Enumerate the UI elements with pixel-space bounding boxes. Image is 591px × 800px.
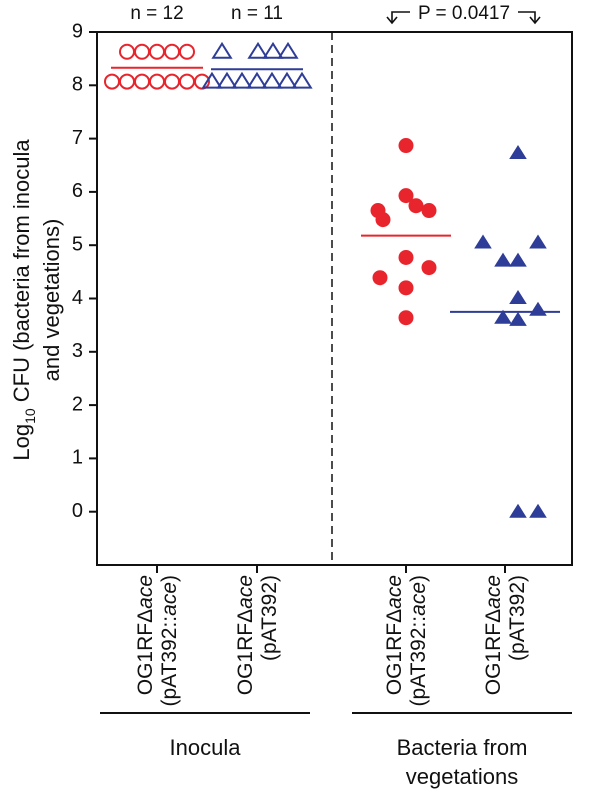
x-tick-label: OG1RFΔace(pAT392::ace) <box>134 575 181 707</box>
point <box>276 71 298 89</box>
plot-frame <box>96 31 573 566</box>
point <box>398 310 414 326</box>
point <box>277 41 299 59</box>
point <box>421 203 437 219</box>
point <box>509 289 527 304</box>
y-axis-label: Log10 CFU (bacteria from inocula <box>9 139 38 461</box>
y-tick-label: 8 <box>72 74 83 96</box>
point <box>119 43 135 60</box>
point <box>134 73 150 90</box>
point <box>398 249 414 265</box>
y-tick-label: 1 <box>72 447 83 469</box>
group-label: Inocula <box>170 735 242 760</box>
y-tick-label: 2 <box>72 393 83 415</box>
y-tick-label: 5 <box>72 233 83 255</box>
y-tick-label: 4 <box>72 287 83 309</box>
n-label: n = 11 <box>231 3 283 24</box>
y-tick-label: 0 <box>72 500 83 522</box>
y-tick-label: 9 <box>72 20 83 42</box>
group-label: Bacteria from <box>397 735 528 760</box>
p-value: P = 0.0417 <box>418 3 510 24</box>
point <box>474 234 492 249</box>
point <box>375 212 391 228</box>
group-label: vegetations <box>406 764 519 789</box>
point <box>529 234 547 249</box>
x-tick-label: OG1RFΔace(pAT392) <box>482 575 529 695</box>
point <box>494 309 512 324</box>
x-tick-label-group: OG1RFΔace(pAT392) <box>482 575 529 695</box>
point <box>231 71 253 89</box>
point <box>408 198 424 214</box>
point <box>291 71 313 89</box>
point <box>398 280 414 296</box>
point <box>529 301 547 316</box>
point <box>179 73 195 90</box>
point <box>164 73 180 90</box>
point <box>421 260 437 276</box>
y-axis-label: and vegetations) <box>39 219 64 382</box>
p-bracket <box>386 11 541 25</box>
x-tick-label: OG1RFΔace(pAT392) <box>234 575 281 695</box>
point <box>216 71 238 89</box>
y-tick-label: 7 <box>72 127 83 149</box>
point <box>509 144 527 159</box>
point <box>398 188 414 204</box>
point <box>262 41 284 59</box>
point <box>119 73 135 90</box>
x-tick-label-group: OG1RFΔace(pAT392) <box>234 575 281 695</box>
x-tick-label-group: OG1RFΔace(pAT392::ace) <box>134 575 181 707</box>
point <box>201 71 223 89</box>
y-tick-label: 6 <box>72 180 83 202</box>
point <box>509 311 527 326</box>
point <box>398 138 414 154</box>
point <box>509 252 527 267</box>
x-tick-label-group: OG1RFΔace(pAT392::ace) <box>383 575 430 707</box>
point <box>261 71 283 89</box>
point <box>179 43 195 60</box>
n-label: n = 12 <box>130 3 183 24</box>
x-tick-label: OG1RFΔace(pAT392::ace) <box>383 575 430 707</box>
point <box>149 43 165 60</box>
point <box>211 41 233 59</box>
point <box>134 43 150 60</box>
point <box>372 270 388 286</box>
point <box>104 73 120 90</box>
point <box>494 252 512 267</box>
point <box>509 503 527 518</box>
point <box>149 73 165 90</box>
point <box>247 41 269 59</box>
point <box>164 43 180 60</box>
point <box>246 71 268 89</box>
y-tick-label: 3 <box>72 340 83 362</box>
point <box>529 503 547 518</box>
